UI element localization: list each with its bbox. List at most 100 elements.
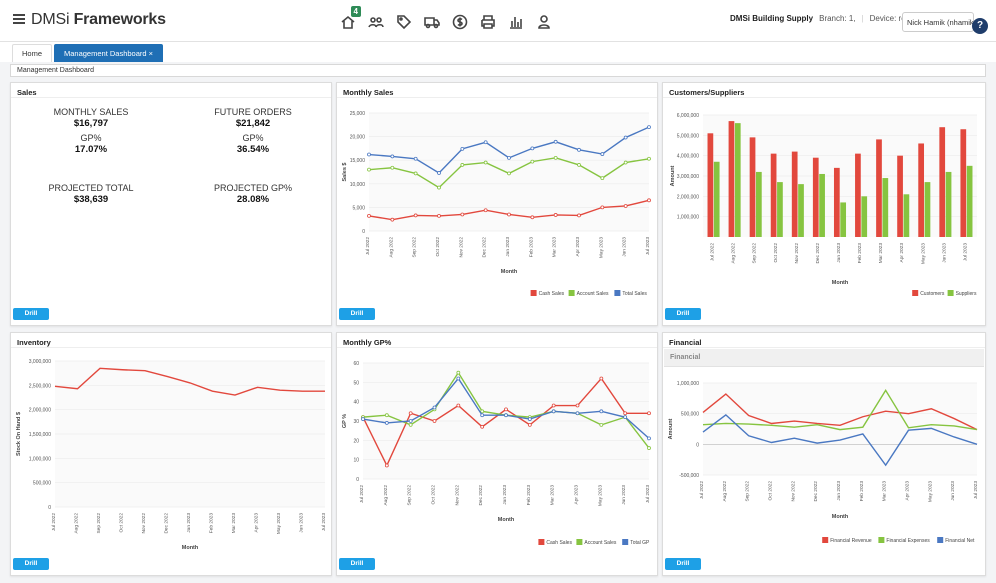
customers-icon[interactable] xyxy=(366,12,386,32)
x-tick-label: Jul 2022 xyxy=(359,485,365,503)
printer-icon[interactable] xyxy=(478,12,498,32)
panel-header xyxy=(663,333,985,348)
bar-chart-icon[interactable] xyxy=(506,12,526,32)
home-icon[interactable]: 4 xyxy=(338,6,361,32)
dollar-icon[interactable] xyxy=(450,12,470,32)
y-tick-label: 500,000 xyxy=(681,412,699,418)
metric-label: FUTURE ORDERS xyxy=(214,107,292,117)
x-tick-label: Nov 2022 xyxy=(794,243,800,264)
drill-button[interactable]: Drill xyxy=(665,558,701,570)
bar xyxy=(728,121,735,237)
data-point xyxy=(507,212,511,217)
y-tick-label: 0 xyxy=(696,442,699,448)
projected-total-metric: PROJECTED TOTAL $38,639 xyxy=(21,183,161,205)
y-tick-label: 1,000,000 xyxy=(677,381,699,387)
data-point xyxy=(647,125,651,130)
bar xyxy=(749,137,756,237)
legend-swatch xyxy=(530,290,537,296)
data-point xyxy=(456,370,461,375)
legend-swatch xyxy=(912,290,919,296)
y-tick-label: 20,000 xyxy=(350,135,366,141)
user-menu-button[interactable]: Nick Hamik (nhamik) xyxy=(902,12,974,32)
series-line xyxy=(54,367,325,396)
data-point xyxy=(367,152,371,157)
metric-label: GP% xyxy=(242,133,264,143)
y-tick-label: 3,000,000 xyxy=(29,359,51,365)
y-tick-label: 10,000 xyxy=(350,182,366,188)
data-point xyxy=(507,155,511,160)
y-tick-label: 0 xyxy=(362,229,365,235)
x-axis-label: Month xyxy=(498,517,515,523)
x-tick-label: Sep 2022 xyxy=(752,243,758,264)
app-brand[interactable]: DMSi Frameworks xyxy=(31,11,166,29)
x-tick-label: Oct 2022 xyxy=(768,481,774,501)
legend-label: Account Sales xyxy=(577,291,609,297)
panel-title: Sales xyxy=(17,88,37,97)
drill-button[interactable]: Drill xyxy=(339,308,375,320)
data-point xyxy=(437,171,441,175)
data-point xyxy=(527,417,532,421)
truck-icon[interactable] xyxy=(422,12,442,32)
legend-label: Financial Revenue xyxy=(830,538,872,544)
metric-value: 17.07% xyxy=(74,144,108,155)
data-point xyxy=(599,376,604,381)
customers-suppliers-chart: 1,000,000 2,000,000 3,000,000 4,000,000 5,00… xyxy=(670,113,977,297)
y-tick-label: 500,000 xyxy=(33,481,51,487)
x-tick-label: Nov 2022 xyxy=(458,237,464,258)
legend-swatch xyxy=(622,539,629,545)
data-point xyxy=(390,165,395,170)
tab-home[interactable]: Home xyxy=(12,44,53,62)
panel-title: Customers/Suppliers xyxy=(669,88,745,97)
x-tick-label: Jan 2023 xyxy=(836,243,842,263)
help-icon[interactable]: ? xyxy=(972,18,988,34)
device-label: Device: roam1 xyxy=(869,14,922,23)
x-tick-label: Jul 2022 xyxy=(699,481,705,499)
data-point xyxy=(600,205,605,210)
inventory-panel: Inventory 0 500,000 1,000,000 1,500,000 2,00… xyxy=(10,332,332,576)
data-point xyxy=(623,160,628,165)
x-tick-label: Mar 2023 xyxy=(550,485,556,506)
separator: | xyxy=(861,14,864,23)
drill-button[interactable]: Drill xyxy=(339,558,375,570)
drill-button[interactable]: Drill xyxy=(665,308,701,320)
metric-value: $16,797 xyxy=(73,118,109,129)
data-point xyxy=(577,163,581,167)
user-icon[interactable] xyxy=(534,12,554,32)
drill-button[interactable]: Drill xyxy=(13,308,49,320)
bar xyxy=(791,151,798,237)
branch-label: Branch: 1, xyxy=(819,14,856,23)
bar xyxy=(855,153,861,237)
data-point xyxy=(527,422,532,427)
x-tick-label: Sep 2022 xyxy=(407,485,413,506)
data-point xyxy=(551,403,556,408)
legend-label: Total GP xyxy=(630,540,650,546)
menu-icon[interactable] xyxy=(13,14,25,24)
x-tick-label: Jun 2023 xyxy=(621,485,627,505)
x-tick-label: Sep 2022 xyxy=(96,513,102,534)
y-tick-label: 40 xyxy=(353,400,359,406)
data-point xyxy=(480,409,485,414)
data-point xyxy=(432,419,437,423)
y-axis-label: Stock On Hand $ xyxy=(16,412,22,456)
tag-icon[interactable] xyxy=(394,12,414,32)
legend-label: Financial Expenses xyxy=(886,538,930,544)
financial-chart: -500,000 0 500,000 1,000,000 Amount Jul 2022 A… xyxy=(668,381,979,544)
panel-subheader: Financial xyxy=(664,349,984,367)
tab-management-dashboard[interactable]: Management Dashboard × xyxy=(54,44,164,62)
x-tick-label: Sep 2022 xyxy=(745,481,751,502)
bar xyxy=(777,182,783,237)
y-axis-label: Amount xyxy=(670,165,676,186)
x-tick-label: Jun 2023 xyxy=(299,513,305,533)
data-point xyxy=(390,217,395,222)
data-point xyxy=(553,213,558,217)
tab-bar: Home Management Dashboard × xyxy=(0,42,996,62)
x-tick-label: Jul 2023 xyxy=(973,481,979,499)
data-point xyxy=(408,422,413,427)
data-point xyxy=(413,171,418,176)
y-tick-label: 15,000 xyxy=(350,158,366,164)
x-tick-label: Feb 2023 xyxy=(209,513,215,534)
data-point xyxy=(530,146,535,151)
y-tick-label: 2,000,000 xyxy=(29,408,51,414)
data-point xyxy=(408,419,413,423)
drill-button[interactable]: Drill xyxy=(13,558,49,570)
